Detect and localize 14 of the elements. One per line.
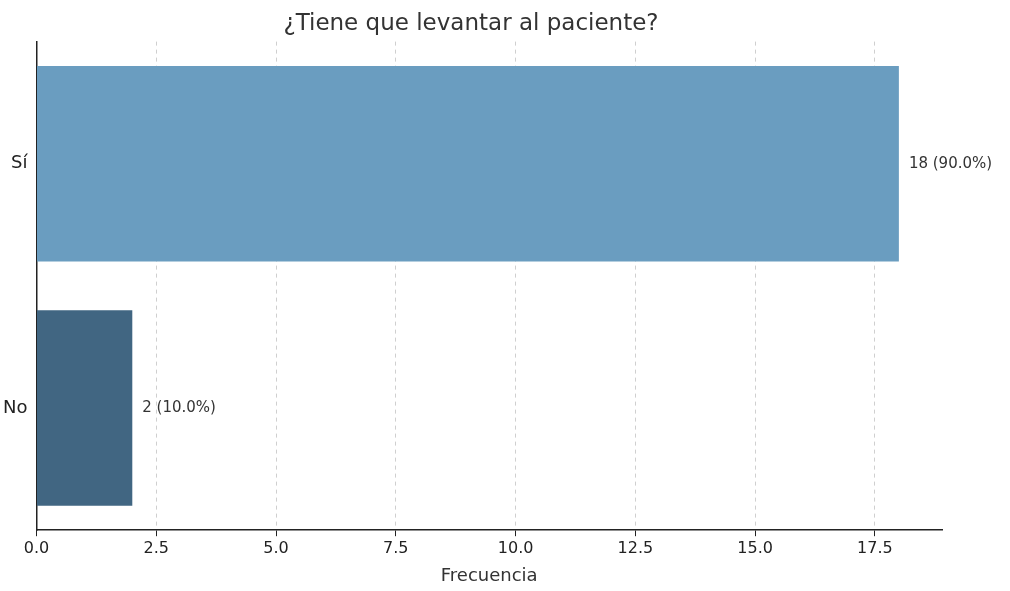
data-label: 2 (10.0%) [142,397,216,416]
x-tick-label: 7.5 [383,537,409,557]
x-tick-label: 17.5 [857,537,893,557]
y-tick-label: Sí [11,151,29,173]
chart-title: ¿Tiene que levantar al paciente? [283,8,659,35]
x-tick-label: 15.0 [737,537,773,557]
x-tick-label: 0.0 [23,537,50,557]
x-axis-title: Frecuencia [440,563,538,585]
x-tick-label: 2.5 [143,537,169,557]
x-tick-label: 10.0 [497,537,534,557]
x-tick-label: 12.5 [617,537,654,557]
data-label: 18 (90.0%) [908,153,993,172]
y-tick-label: No [2,395,28,417]
x-tick-label: 5.0 [263,537,289,557]
